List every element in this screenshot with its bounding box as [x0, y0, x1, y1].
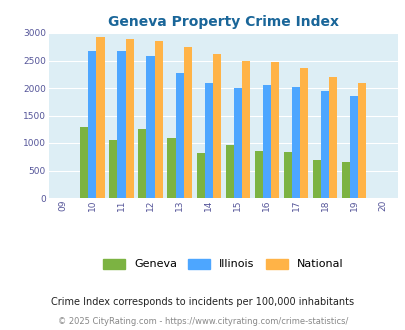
Bar [88, 51, 96, 198]
Bar [146, 56, 154, 198]
Bar [183, 47, 192, 198]
Bar [358, 82, 366, 198]
Bar [254, 151, 262, 198]
Bar [109, 140, 117, 198]
Bar [320, 91, 328, 198]
Bar [312, 159, 320, 198]
Bar [138, 129, 146, 198]
Bar [349, 96, 358, 198]
Bar [154, 41, 162, 198]
Bar [117, 51, 125, 198]
Bar [241, 60, 249, 198]
Bar [175, 73, 183, 198]
Bar [212, 54, 220, 198]
Bar [167, 138, 175, 198]
Legend: Geneva, Illinois, National: Geneva, Illinois, National [97, 253, 348, 275]
Title: Geneva Property Crime Index: Geneva Property Crime Index [108, 15, 338, 29]
Bar [80, 127, 88, 198]
Bar [196, 153, 204, 198]
Bar [125, 39, 133, 198]
Text: © 2025 CityRating.com - https://www.cityrating.com/crime-statistics/: © 2025 CityRating.com - https://www.city… [58, 317, 347, 326]
Bar [262, 85, 271, 198]
Bar [283, 152, 291, 198]
Bar [204, 83, 212, 198]
Bar [233, 88, 241, 198]
Text: Crime Index corresponds to incidents per 100,000 inhabitants: Crime Index corresponds to incidents per… [51, 297, 354, 307]
Bar [291, 87, 299, 198]
Bar [225, 145, 233, 198]
Bar [299, 68, 307, 198]
Bar [328, 77, 337, 198]
Bar [96, 37, 104, 198]
Bar [341, 162, 349, 198]
Bar [271, 62, 279, 198]
